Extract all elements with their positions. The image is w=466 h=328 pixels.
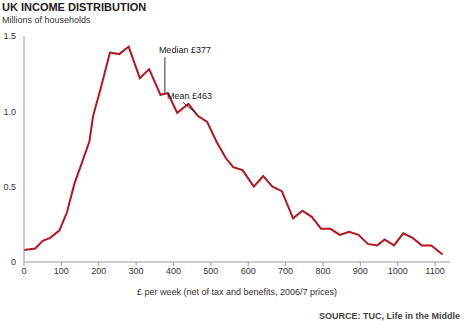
html-text:£ per week (net of tax and ben: £ per week (net of tax and benefits, 200… xyxy=(136,287,338,297)
svg-text:700: 700 xyxy=(278,266,293,276)
svg-text:200: 200 xyxy=(91,266,106,276)
svg-text:500: 500 xyxy=(203,266,218,276)
svg-text:400: 400 xyxy=(166,266,181,276)
svg-text:800: 800 xyxy=(315,266,330,276)
svg-text:600: 600 xyxy=(241,266,256,276)
html-text:UK INCOME DISTRIBUTION: UK INCOME DISTRIBUTION xyxy=(2,1,147,13)
svg-text:900: 900 xyxy=(353,266,368,276)
svg-text:300: 300 xyxy=(129,266,144,276)
svg-text:Mean £463: Mean £463 xyxy=(167,91,212,101)
svg-text:0: 0 xyxy=(11,257,16,267)
html-text:Millions of households: Millions of households xyxy=(2,15,91,25)
svg-text:0.5: 0.5 xyxy=(8,182,16,192)
svg-text:1100: 1100 xyxy=(425,266,444,276)
html-text:SOURCE: TUC, Life in the Middl: SOURCE: TUC, Life in the Middle xyxy=(319,311,460,321)
svg-text:0: 0 xyxy=(21,266,26,276)
svg-text:Median £377: Median £377 xyxy=(159,45,211,55)
svg-text:100: 100 xyxy=(54,266,69,276)
svg-text:1000: 1000 xyxy=(388,266,408,276)
svg-text:1.0: 1.0 xyxy=(8,107,16,117)
svg-text:1.5: 1.5 xyxy=(8,31,16,41)
